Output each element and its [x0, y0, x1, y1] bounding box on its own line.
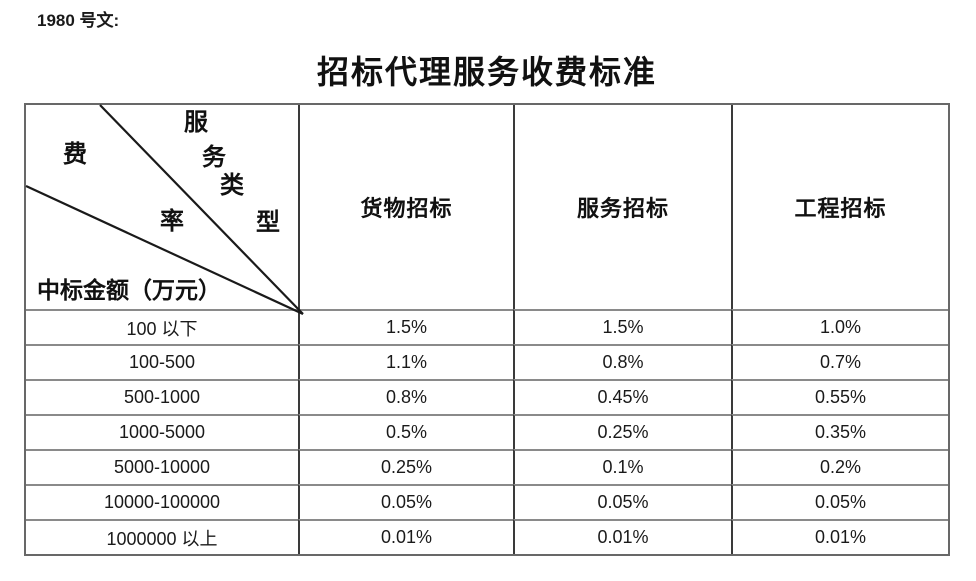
rate-cell: 0.8%	[513, 344, 731, 379]
amount-range-cell: 1000000 以上	[26, 519, 298, 554]
doc-reference-number: 1980 号文:	[37, 11, 120, 30]
corner-header-cell: 服 务 类 型 费 率 中标金额（万元）	[25, 104, 304, 315]
rate-cell: 1.1%	[298, 344, 513, 379]
rate-cell: 0.35%	[731, 414, 948, 449]
rate-cell: 0.01%	[513, 519, 731, 554]
amount-range-cell: 100 以下	[26, 309, 298, 344]
rate-cell: 0.55%	[731, 379, 948, 414]
amount-range-cell: 5000-10000	[26, 449, 298, 484]
rate-cell: 1.5%	[298, 309, 513, 344]
corner-amount-label: 中标金额（万元）	[37, 278, 221, 303]
rate-cell: 0.7%	[731, 344, 948, 379]
corner-type-char: 务	[202, 145, 226, 171]
column-header-services: 服务招标	[513, 105, 731, 309]
corner-rate-char: 费	[63, 142, 87, 168]
corner-type-char: 类	[220, 173, 244, 199]
amount-range-cell: 10000-100000	[26, 484, 298, 519]
rate-cell: 1.0%	[731, 309, 948, 344]
rate-cell: 0.45%	[513, 379, 731, 414]
column-header-goods: 货物招标	[298, 105, 513, 309]
rate-cell: 0.01%	[298, 519, 513, 554]
rate-cell: 0.1%	[513, 449, 731, 484]
corner-type-char: 服	[184, 110, 208, 136]
amount-range-cell: 100-500	[26, 344, 298, 379]
rate-cell: 0.05%	[513, 484, 731, 519]
page-title: 招标代理服务收费标准	[316, 54, 657, 90]
amount-range-cell: 500-1000	[26, 379, 298, 414]
corner-rate-char: 率	[160, 209, 184, 235]
rate-cell: 0.5%	[298, 414, 513, 449]
diagonal-divider-lines	[25, 104, 304, 315]
fee-table-grid: 服 务 类 型 费 率 中标金额（万元） 货物招标 服务招标 工程招标 100 …	[25, 104, 948, 554]
column-header-works: 工程招标	[731, 105, 948, 309]
rate-cell: 0.05%	[298, 484, 513, 519]
rate-cell: 0.01%	[731, 519, 948, 554]
amount-range-cell: 1000-5000	[26, 414, 298, 449]
rate-cell: 0.05%	[731, 484, 948, 519]
rate-cell: 1.5%	[513, 309, 731, 344]
corner-type-char: 型	[256, 210, 280, 236]
rate-cell: 0.2%	[731, 449, 948, 484]
fee-standard-table: 服 务 类 型 费 率 中标金额（万元） 货物招标 服务招标 工程招标 100 …	[24, 103, 950, 556]
rate-cell: 0.25%	[513, 414, 731, 449]
rate-cell: 0.8%	[298, 379, 513, 414]
rate-cell: 0.25%	[298, 449, 513, 484]
